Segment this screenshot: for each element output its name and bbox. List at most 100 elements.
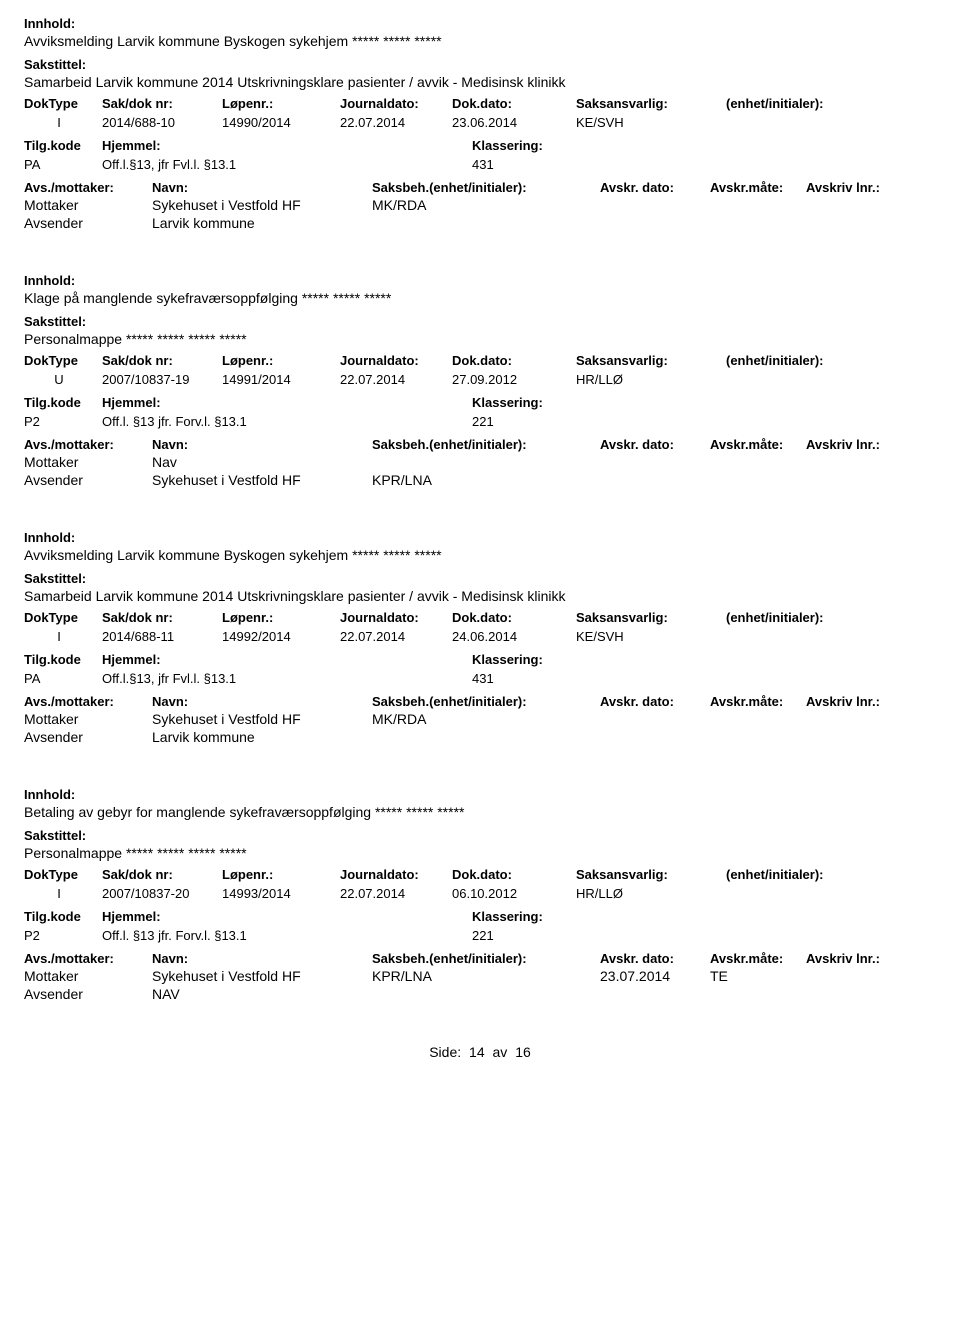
journal-record: Innhold: Betaling av gebyr for manglende… xyxy=(24,787,936,1002)
hjemmel-header-row: Tilg.kode Hjemmel: Klassering: xyxy=(24,652,936,667)
party-saksbeh xyxy=(372,986,600,1002)
doktype-label: DokType xyxy=(24,610,102,625)
sakstittel-label: Sakstittel: xyxy=(24,571,936,586)
saksbeh-label: Saksbeh.(enhet/initialer): xyxy=(372,951,600,966)
party-role: Avsender xyxy=(24,986,152,1002)
meta-header-row: DokType Sak/dok nr: Løpenr.: Journaldato… xyxy=(24,96,936,111)
dokdato-label: Dok.dato: xyxy=(452,867,576,882)
journal-record: Innhold: Avviksmelding Larvik kommune By… xyxy=(24,16,936,231)
hjemmel-header-row: Tilg.kode Hjemmel: Klassering: xyxy=(24,138,936,153)
party-saksbeh: MK/RDA xyxy=(372,197,600,213)
tilgkode-label: Tilg.kode xyxy=(24,138,102,153)
saknr-value: 2014/688-10 xyxy=(102,115,222,130)
enhet-label: (enhet/initialer): xyxy=(726,353,886,368)
enhet-label: (enhet/initialer): xyxy=(726,610,886,625)
party-role: Mottaker xyxy=(24,197,152,213)
party-saksbeh xyxy=(372,215,600,231)
journaldato-value: 22.07.2014 xyxy=(340,115,452,130)
party-role: Avsender xyxy=(24,729,152,745)
party-row: Avsender Larvik kommune xyxy=(24,729,936,745)
navn-label: Navn: xyxy=(152,951,372,966)
party-avskrdato xyxy=(600,711,710,727)
saksbeh-label: Saksbeh.(enhet/initialer): xyxy=(372,180,600,195)
parties-container: Mottaker Sykehuset i Vestfold HF MK/RDA … xyxy=(24,711,936,745)
party-avskrmate: TE xyxy=(710,968,806,984)
saksansvarlig-value: HR/LLØ xyxy=(576,886,726,901)
party-avskrmate xyxy=(710,711,806,727)
doktype-value: I xyxy=(24,629,102,644)
party-row: Avsender Sykehuset i Vestfold HF KPR/LNA xyxy=(24,472,936,488)
sakstittel-value: Samarbeid Larvik kommune 2014 Utskrivnin… xyxy=(24,588,936,604)
innhold-value: Avviksmelding Larvik kommune Byskogen sy… xyxy=(24,33,936,49)
enhet-label: (enhet/initialer): xyxy=(726,96,886,111)
dokdato-label: Dok.dato: xyxy=(452,610,576,625)
party-header-row: Avs./mottaker: Navn: Saksbeh.(enhet/init… xyxy=(24,180,936,195)
page-footer: Side: 14 av 16 xyxy=(24,1044,936,1060)
lopenr-label: Løpenr.: xyxy=(222,867,340,882)
journaldato-label: Journaldato: xyxy=(340,867,452,882)
klassering-value: 221 xyxy=(472,928,572,943)
klassering-value: 431 xyxy=(472,671,572,686)
journal-record: Innhold: Avviksmelding Larvik kommune By… xyxy=(24,530,936,745)
document-page: Innhold: Avviksmelding Larvik kommune By… xyxy=(0,0,960,1084)
party-avskrdato: 23.07.2014 xyxy=(600,968,710,984)
saknr-label: Sak/dok nr: xyxy=(102,867,222,882)
parties-container: Mottaker Sykehuset i Vestfold HF KPR/LNA… xyxy=(24,968,936,1002)
sakstittel-value: Samarbeid Larvik kommune 2014 Utskrivnin… xyxy=(24,74,936,90)
sakstittel-label: Sakstittel: xyxy=(24,57,936,72)
avskrmate-label: Avskr.måte: xyxy=(710,951,806,966)
party-name: NAV xyxy=(152,986,372,1002)
party-role: Avsender xyxy=(24,215,152,231)
party-role: Avsender xyxy=(24,472,152,488)
lopenr-value: 14991/2014 xyxy=(222,372,340,387)
party-name: Larvik kommune xyxy=(152,729,372,745)
hjemmel-label: Hjemmel: xyxy=(102,138,472,153)
hjemmel-value: Off.l.§13, jfr Fvl.l. §13.1 xyxy=(102,157,472,172)
party-header-row: Avs./mottaker: Navn: Saksbeh.(enhet/init… xyxy=(24,951,936,966)
party-row: Mottaker Sykehuset i Vestfold HF MK/RDA xyxy=(24,711,936,727)
lopenr-label: Løpenr.: xyxy=(222,96,340,111)
hjemmel-label: Hjemmel: xyxy=(102,395,472,410)
party-avskrdato xyxy=(600,729,710,745)
meta-header-row: DokType Sak/dok nr: Løpenr.: Journaldato… xyxy=(24,353,936,368)
innhold-label: Innhold: xyxy=(24,16,936,31)
avskrmate-label: Avskr.måte: xyxy=(710,694,806,709)
journaldato-label: Journaldato: xyxy=(340,96,452,111)
party-name: Nav xyxy=(152,454,372,470)
innhold-label: Innhold: xyxy=(24,787,936,802)
avskrivlnr-label: Avskriv lnr.: xyxy=(806,180,906,195)
party-name: Sykehuset i Vestfold HF xyxy=(152,711,372,727)
journal-record: Innhold: Klage på manglende sykefraværso… xyxy=(24,273,936,488)
innhold-value: Avviksmelding Larvik kommune Byskogen sy… xyxy=(24,547,936,563)
doktype-value: U xyxy=(24,372,102,387)
footer-sep: av xyxy=(493,1044,508,1060)
party-saksbeh: KPR/LNA xyxy=(372,968,600,984)
saksansvarlig-label: Saksansvarlig: xyxy=(576,867,726,882)
party-avskrmate xyxy=(710,454,806,470)
party-row: Mottaker Nav xyxy=(24,454,936,470)
party-role: Mottaker xyxy=(24,968,152,984)
lopenr-value: 14992/2014 xyxy=(222,629,340,644)
party-name: Sykehuset i Vestfold HF xyxy=(152,472,372,488)
dokdato-label: Dok.dato: xyxy=(452,353,576,368)
klassering-label: Klassering: xyxy=(472,395,572,410)
avsmottaker-label: Avs./mottaker: xyxy=(24,951,152,966)
party-avskrdato xyxy=(600,472,710,488)
meta-header-row: DokType Sak/dok nr: Løpenr.: Journaldato… xyxy=(24,610,936,625)
saknr-label: Sak/dok nr: xyxy=(102,96,222,111)
avskrmate-label: Avskr.måte: xyxy=(710,180,806,195)
saksansvarlig-value: KE/SVH xyxy=(576,629,726,644)
hjemmel-header-row: Tilg.kode Hjemmel: Klassering: xyxy=(24,909,936,924)
hjemmel-value-row: PA Off.l.§13, jfr Fvl.l. §13.1 431 xyxy=(24,671,936,686)
dokdato-value: 24.06.2014 xyxy=(452,629,576,644)
avsmottaker-label: Avs./mottaker: xyxy=(24,180,152,195)
klassering-label: Klassering: xyxy=(472,909,572,924)
hjemmel-header-row: Tilg.kode Hjemmel: Klassering: xyxy=(24,395,936,410)
avskrdato-label: Avskr. dato: xyxy=(600,180,710,195)
avskrivlnr-label: Avskriv lnr.: xyxy=(806,951,906,966)
hjemmel-value: Off.l.§13, jfr Fvl.l. §13.1 xyxy=(102,671,472,686)
party-name: Larvik kommune xyxy=(152,215,372,231)
sakstittel-value: Personalmappe ***** ***** ***** ***** xyxy=(24,331,936,347)
saksansvarlig-value: HR/LLØ xyxy=(576,372,726,387)
party-avskrdato xyxy=(600,454,710,470)
